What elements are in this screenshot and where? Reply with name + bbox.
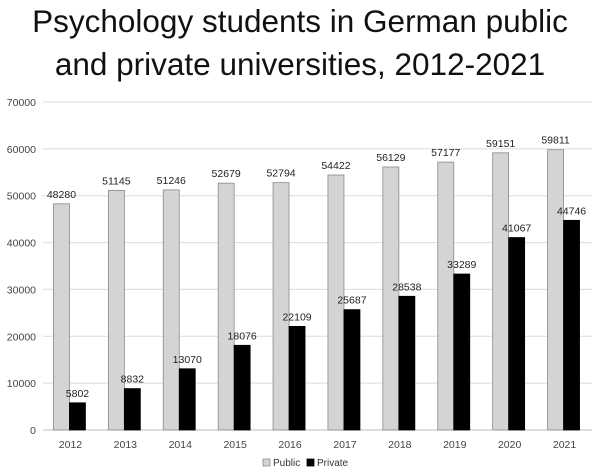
bar-public xyxy=(492,152,510,431)
bar-private xyxy=(343,309,361,431)
bar-private xyxy=(178,368,196,431)
data-label-private: 41067 xyxy=(502,223,531,235)
legend-swatch-private xyxy=(306,458,315,467)
data-label-public: 59811 xyxy=(541,135,570,147)
bar-private xyxy=(288,326,306,431)
data-label-public: 57177 xyxy=(431,147,460,159)
data-label-public: 52794 xyxy=(266,168,295,180)
data-label-public: 51246 xyxy=(157,175,186,187)
legend-swatch-public xyxy=(262,458,271,467)
data-label-private: 13070 xyxy=(173,354,202,366)
bar-public xyxy=(327,174,345,431)
y-tick-label: 0 xyxy=(30,425,36,437)
data-label-public: 59151 xyxy=(486,138,515,150)
data-label-public: 51145 xyxy=(102,175,131,187)
bar-public xyxy=(217,182,235,431)
data-label-public: 56129 xyxy=(376,152,405,164)
bar-public xyxy=(272,182,290,431)
legend-label-private: Private xyxy=(317,458,349,469)
x-tick-label: 2014 xyxy=(169,439,193,451)
data-label-public: 48280 xyxy=(47,189,76,201)
y-tick-label: 50000 xyxy=(7,191,36,203)
bar-private xyxy=(563,219,580,431)
data-label-private: 22109 xyxy=(282,311,311,323)
y-tick-label: 40000 xyxy=(7,238,36,250)
data-label-private: 28538 xyxy=(392,281,421,293)
y-tick-label: 60000 xyxy=(7,144,36,156)
x-tick-label: 2016 xyxy=(278,439,302,451)
data-label-private: 18076 xyxy=(228,330,257,342)
bar-private xyxy=(233,344,251,431)
x-tick-label: 2018 xyxy=(388,439,412,451)
data-label-private: 44746 xyxy=(557,205,586,217)
bar-private xyxy=(69,402,86,431)
y-tick-label: 30000 xyxy=(7,284,36,296)
y-tick-label: 20000 xyxy=(7,331,36,343)
chart-title-line-2: and private universities, 2012-2021 xyxy=(54,46,546,82)
x-tick-label: 2012 xyxy=(59,439,83,451)
bar-private xyxy=(453,273,471,431)
bar-private xyxy=(123,388,141,431)
bar-private xyxy=(398,295,416,431)
chart-title: Psychology students in German public and… xyxy=(0,0,600,86)
x-tick-label: 2017 xyxy=(333,439,357,451)
bar-public xyxy=(437,161,455,431)
data-label-public: 54422 xyxy=(321,160,350,172)
data-label-private: 5802 xyxy=(66,388,90,400)
y-tick-label: 10000 xyxy=(7,378,36,390)
x-tick-label: 2015 xyxy=(223,439,247,451)
data-label-private: 25687 xyxy=(337,295,366,307)
data-label-private: 8832 xyxy=(121,374,145,386)
y-tick-label: 70000 xyxy=(7,97,36,109)
data-label-private: 33289 xyxy=(447,259,476,271)
bar-private xyxy=(508,237,526,431)
bar-public xyxy=(107,189,125,431)
x-tick-label: 2021 xyxy=(553,439,577,451)
x-tick-label: 2019 xyxy=(443,439,467,451)
bar-public xyxy=(382,166,400,431)
bar-public xyxy=(162,189,180,431)
x-tick-label: 2020 xyxy=(498,439,522,451)
data-label-public: 52679 xyxy=(212,168,241,180)
bar-public xyxy=(53,203,70,431)
legend-label-public: Public xyxy=(273,458,300,469)
bar-public xyxy=(547,149,564,431)
chart-title-line-1: Psychology students in German public xyxy=(32,3,568,39)
x-tick-label: 2013 xyxy=(114,439,138,451)
